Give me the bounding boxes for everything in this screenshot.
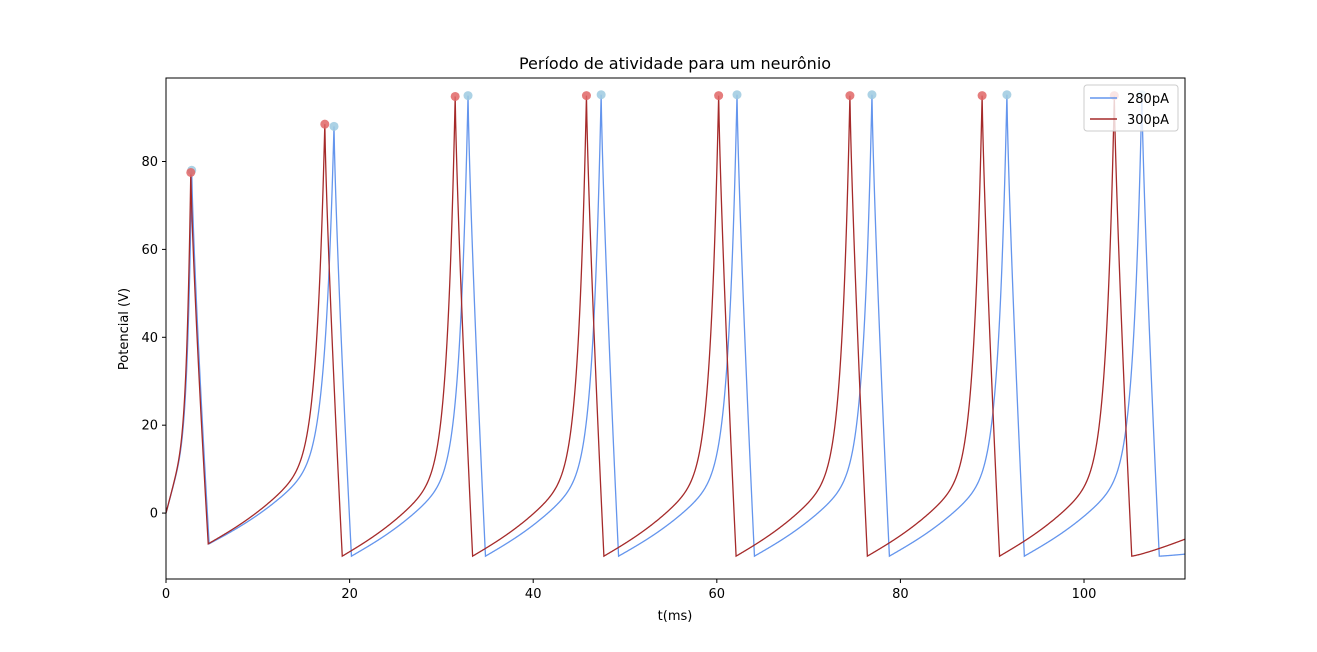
x-tick-label: 80 [892, 587, 909, 602]
x-axis: 0 20 40 60 80 100 [162, 579, 1097, 602]
peak-marker-300pA [714, 91, 724, 101]
series-line-300pA [166, 95, 1185, 558]
y-tick-label: 0 [150, 507, 158, 522]
peak-marker-280pA [732, 90, 742, 100]
peak-marker-300pA [845, 91, 855, 101]
series-line-280pA [166, 94, 1185, 558]
peak-marker-300pA [977, 91, 987, 101]
peak-marker-280pA [1002, 90, 1012, 100]
y-tick-label: 80 [141, 155, 158, 170]
y-tick-label: 40 [141, 331, 158, 346]
peak-marker-300pA [581, 91, 591, 101]
peak-marker-280pA [867, 90, 877, 100]
x-tick-label: 40 [525, 587, 542, 602]
series-layer [166, 94, 1185, 558]
y-tick-label: 60 [141, 243, 158, 258]
x-axis-label: t(ms) [658, 609, 693, 624]
peak-marker-280pA [596, 90, 606, 100]
legend-label-280pA: 280pA [1127, 92, 1169, 107]
peak-marker-300pA [320, 119, 330, 129]
legend-label-300pA: 300pA [1127, 113, 1169, 128]
peak-marker-300pA [186, 167, 196, 177]
plot-frame [165, 77, 1186, 580]
plot-area [165, 77, 1186, 580]
y-axis-label: Potencial (V) [117, 288, 132, 370]
chart-title: Período de atividade para um neurônio [519, 54, 831, 73]
x-tick-label: 0 [162, 587, 170, 602]
y-axis: 0 20 40 60 80 [141, 155, 166, 522]
peak-marker-300pA [450, 91, 460, 101]
peak-marker-280pA [463, 91, 473, 101]
x-tick-label: 20 [341, 587, 358, 602]
peak-marker-280pA [329, 121, 339, 131]
x-tick-label: 60 [709, 587, 726, 602]
legend: 280pA 300pA [1083, 84, 1179, 132]
x-tick-label: 100 [1072, 587, 1097, 602]
y-tick-label: 20 [141, 419, 158, 434]
